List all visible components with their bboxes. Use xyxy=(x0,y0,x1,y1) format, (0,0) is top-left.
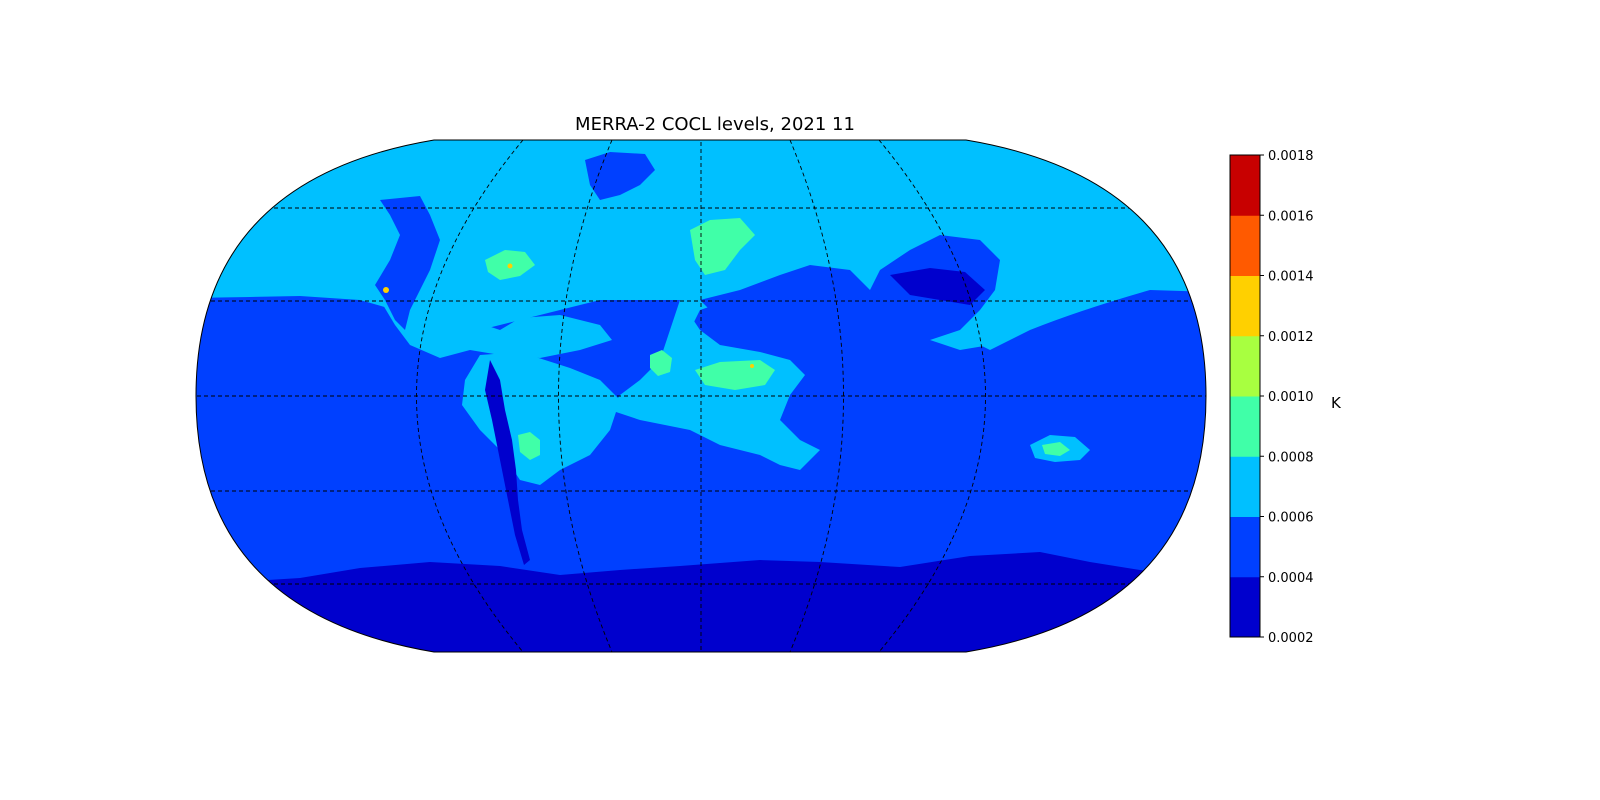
andes-region xyxy=(485,360,530,565)
north-america-region xyxy=(380,290,612,358)
colorbar-tick-label: 0.0010 xyxy=(1268,390,1314,405)
colorbar-segment xyxy=(1230,155,1260,216)
colorbar: 0.0002 0.0004 0.0006 0.0008 0.0010 0.0012 0.00… xyxy=(1229,149,1314,646)
graticule-line-lon-60e xyxy=(789,140,844,652)
australia-hotspot-region xyxy=(1042,442,1070,456)
north-america-interior-region xyxy=(375,196,440,330)
colorbar-tick-label: 0.0012 xyxy=(1268,330,1314,345)
north-atlantic-peak-marker xyxy=(507,263,513,269)
colorbar-tick-label: 0.0014 xyxy=(1268,270,1314,285)
globe-outline xyxy=(195,139,1207,653)
colorbar-segment xyxy=(1230,396,1260,457)
colorbar-segment xyxy=(1230,275,1260,337)
map-title: MERRA-2 COCL levels, 2021 11 xyxy=(575,114,855,135)
africa-hotspot-region xyxy=(695,360,775,390)
greenland-region xyxy=(585,152,655,200)
south-america-hotspot-region xyxy=(518,432,540,460)
eurasia-region xyxy=(700,235,1000,350)
southern-polar-band-region xyxy=(196,552,1206,652)
colorbar-segment xyxy=(1230,335,1260,397)
graticule-line-lon-120w xyxy=(416,140,524,652)
colorbar-segment xyxy=(1230,215,1260,276)
graticule-line-lon-120e xyxy=(878,140,986,652)
graticule xyxy=(196,140,1206,652)
colorbar-segment xyxy=(1230,456,1260,517)
tibet-region xyxy=(890,268,985,305)
colorbar-unit-label: K xyxy=(1331,394,1342,412)
map-field xyxy=(196,140,1206,652)
colorbar-tick-label: 0.0008 xyxy=(1268,450,1314,465)
colorbar-tick-label: 0.0006 xyxy=(1268,511,1314,526)
colorbar-tick-label: 0.0004 xyxy=(1268,571,1314,586)
west-africa-hotspot-region xyxy=(650,350,672,376)
colorbar-tick-label: 0.0018 xyxy=(1268,149,1314,164)
north-america-peak-marker xyxy=(383,287,389,293)
colorbar-segment xyxy=(1230,516,1260,578)
colorbar-segment xyxy=(1230,576,1260,638)
colorbar-tick-label: 0.0002 xyxy=(1268,631,1314,646)
europe-hotspot-region xyxy=(690,218,755,275)
africa-peak-marker xyxy=(750,364,754,368)
graticule-line-lon-60w xyxy=(558,140,613,652)
colorbar-tick-label: 0.0016 xyxy=(1268,209,1314,224)
